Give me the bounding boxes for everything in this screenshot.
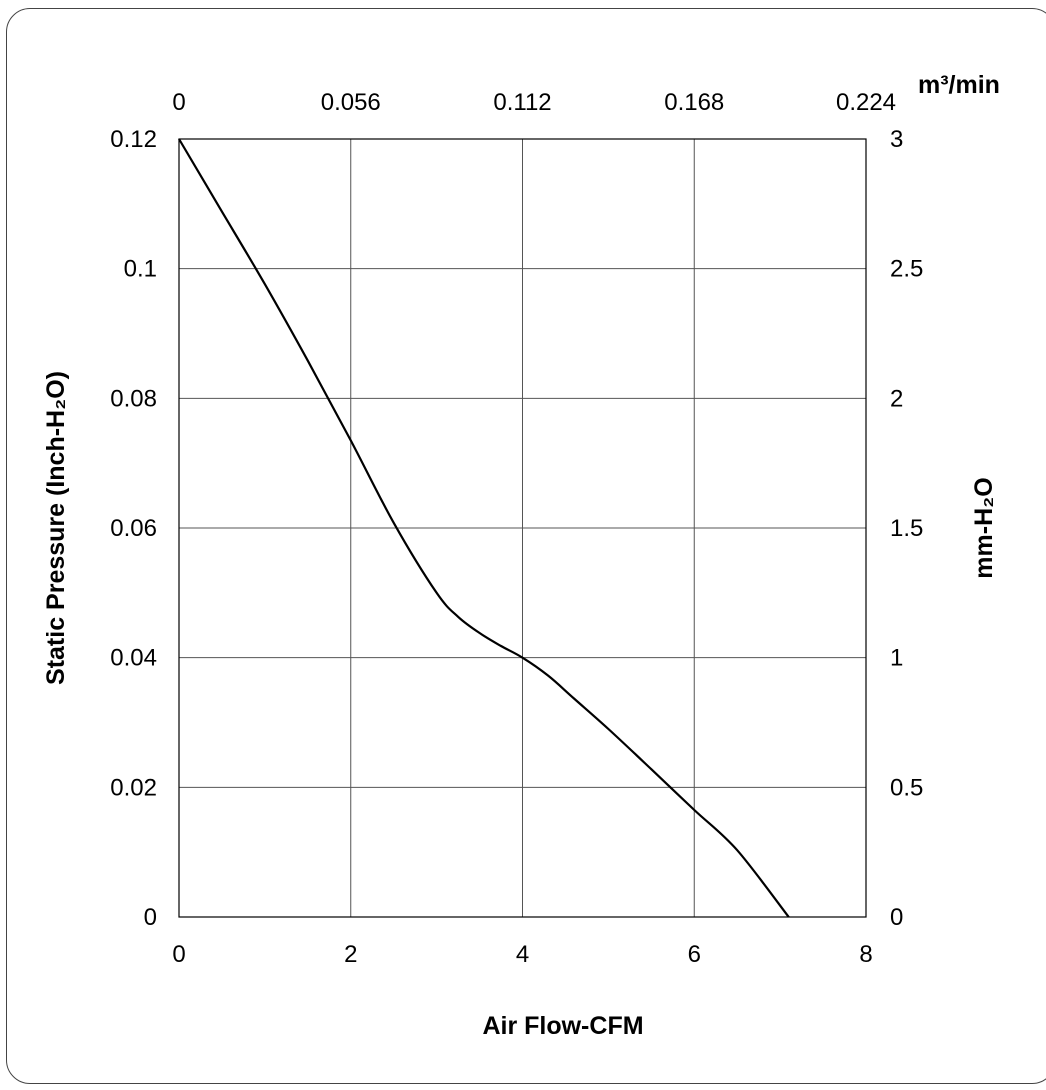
y-tick-label: 0.02 — [110, 774, 157, 801]
x-axis-label: Air Flow-CFM — [482, 1012, 643, 1040]
x-top-tick-label: 0.224 — [836, 89, 896, 116]
series-line-0 — [178, 138, 790, 918]
y-right-tick-label: 2.5 — [890, 256, 923, 283]
plot-area — [178, 138, 867, 918]
y-right-tick-label: 1.5 — [890, 515, 923, 542]
x-top-tick-label: 0.056 — [321, 89, 381, 116]
tick-labels: 0 2 4 6 80 0.056 0.112 0.168 0.22400.020.040.060… — [110, 89, 923, 968]
x-top-tick-label: 0.112 — [493, 89, 551, 116]
y-right-tick-label: 1 — [890, 645, 903, 672]
y-tick-label: 0.06 — [110, 515, 157, 542]
x-top-tick-label: 0.168 — [664, 89, 724, 116]
x-top-tick-label: 0 — [172, 89, 185, 116]
y-axis-label: Static Pressure (Inch-H₂O) — [42, 371, 70, 685]
y-tick-label: 0.12 — [110, 126, 157, 153]
chart-frame — [6, 8, 1046, 1084]
y-right-tick-label: 0 — [890, 904, 903, 931]
x-tick-label: 4 — [516, 941, 529, 968]
series-layer — [178, 138, 790, 918]
x-tick-label: 2 — [344, 941, 357, 968]
y-tick-label: 0.04 — [110, 645, 157, 672]
y-right-tick-label: 3 — [890, 126, 903, 153]
y-tick-label: 0.1 — [124, 256, 157, 283]
x-tick-label: 0 — [172, 941, 185, 968]
top-axis-unit-label: m³/min — [918, 71, 1000, 99]
x-tick-label: 6 — [688, 941, 701, 968]
x-tick-label: 8 — [859, 941, 872, 968]
y-right-axis-label: mm-H₂O — [970, 477, 998, 578]
grid-lines — [179, 139, 866, 917]
y-right-tick-label: 2 — [890, 385, 903, 412]
y-tick-label: 0 — [144, 904, 157, 931]
y-tick-label: 0.08 — [110, 385, 157, 412]
y-right-tick-label: 0.5 — [890, 774, 923, 801]
